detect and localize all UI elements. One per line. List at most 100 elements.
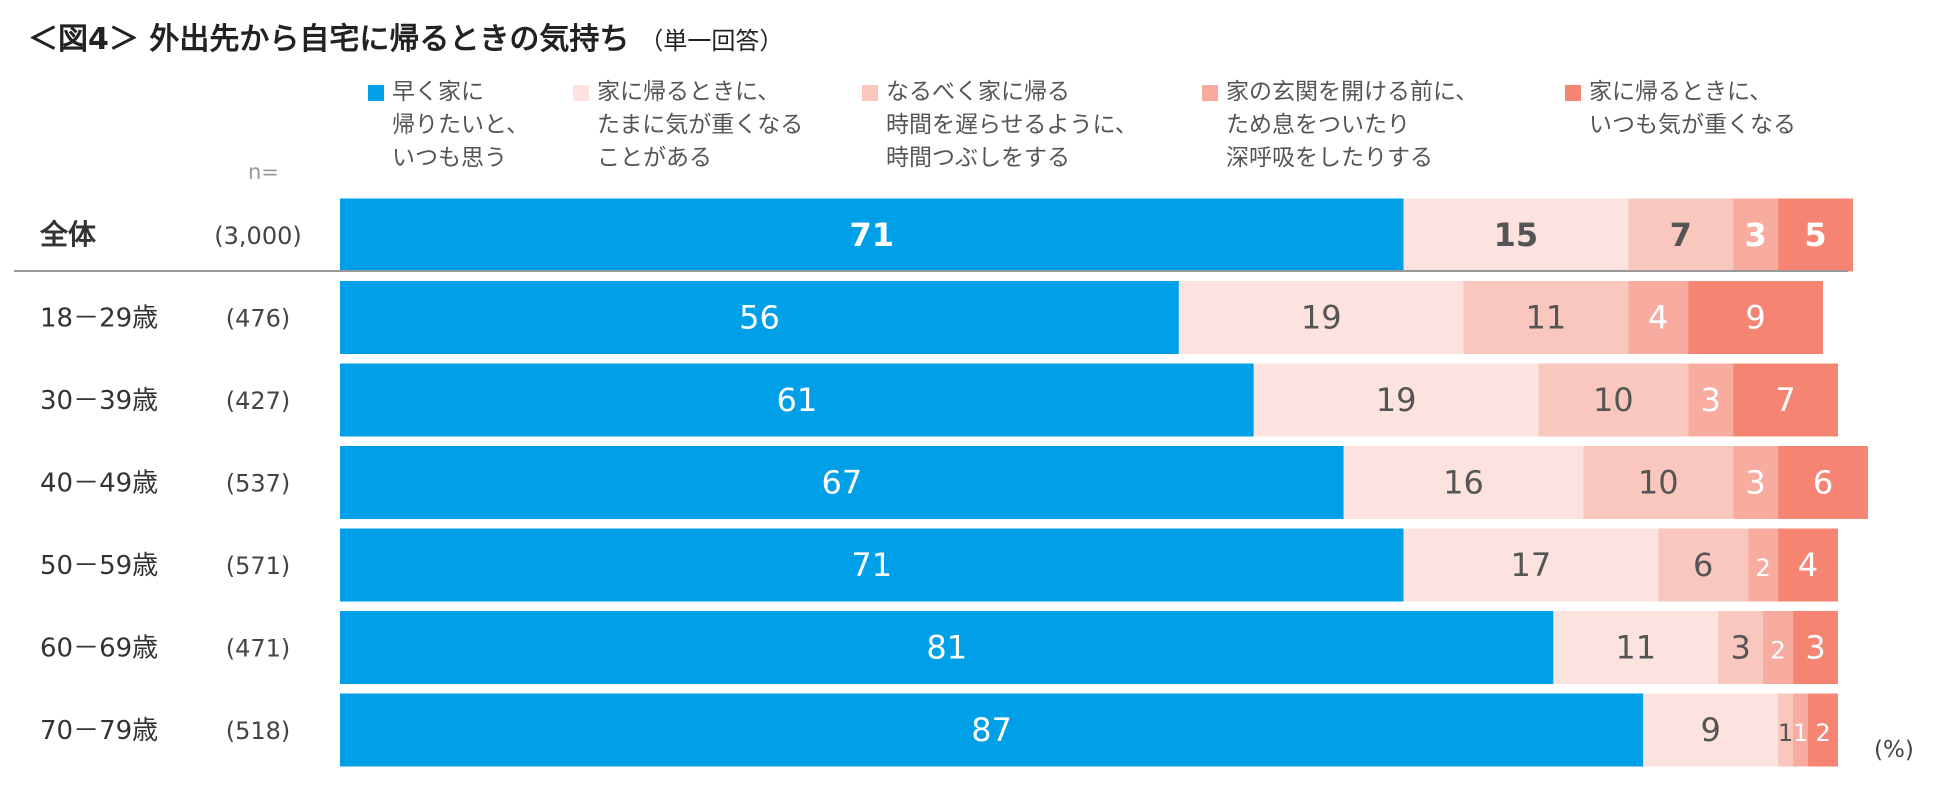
bar-value-label: 11 (1526, 299, 1567, 337)
bar-segment (1553, 611, 1719, 684)
legend-item-always-heavy: 家に帰るときに、 いつも気が重くなる (1565, 76, 1796, 142)
bar-segment (340, 281, 1179, 354)
row-category-label: 30－39歳 (40, 386, 158, 416)
row-n-label: (476) (226, 305, 291, 333)
row-category-label: 18－29歳 (40, 304, 158, 334)
bar-value-label: 7 (1775, 381, 1795, 419)
bar-segment (1688, 281, 1824, 354)
chart-title-text: ＜図4＞ 外出先から自宅に帰るときの気持ち (28, 22, 630, 57)
bar-value-label: 2 (1815, 719, 1830, 747)
bar-value-label: 71 (851, 546, 892, 584)
bar-value-label: 3 (1744, 216, 1766, 254)
bar-value-label: 87 (971, 711, 1012, 749)
row-category-label: 全体 (39, 218, 97, 251)
percent-unit-label: (%) (1874, 737, 1914, 763)
legend-swatch-sigh-at-door (1202, 85, 1218, 101)
row-n-label: (571) (226, 552, 291, 580)
row-n-label: (427) (226, 387, 291, 415)
bar-value-label: 3 (1745, 464, 1765, 502)
bar-segment (1778, 693, 1794, 767)
bar-value-label: 3 (1805, 629, 1825, 667)
bar-value-label: 67 (821, 464, 862, 502)
bar-value-label: 71 (850, 216, 895, 254)
bar-value-label: 11 (1615, 629, 1656, 667)
bar-value-label: 4 (1798, 546, 1818, 584)
legend-swatch-sometimes-heavy (573, 85, 589, 101)
bar-value-label: 5 (1804, 216, 1826, 254)
bar-value-label: 56 (739, 299, 780, 337)
bar-segment (340, 611, 1554, 684)
bar-segment (1748, 528, 1779, 602)
bar-value-label: 81 (926, 629, 967, 667)
bar-value-label: 3 (1700, 381, 1720, 419)
bar-value-label: 16 (1443, 464, 1484, 502)
bar-segment (1463, 281, 1629, 354)
bar-value-label: 9 (1745, 299, 1765, 337)
bar-segment (1808, 693, 1838, 767)
legend-swatch-delay-return (862, 85, 878, 101)
row-category-label: 70－79歳 (40, 716, 158, 746)
legend-swatch-always-want-home (368, 85, 384, 101)
bar-segment (1403, 528, 1659, 602)
bar-segment (1688, 363, 1734, 437)
bar-segment (340, 693, 1644, 767)
bar-segment (1628, 198, 1734, 272)
row-category-label: 60－69歳 (40, 634, 158, 664)
bar-segment (1778, 528, 1838, 602)
legend-label-sigh-at-door: 家の玄関を開ける前に、 ため息をついたり 深呼吸をしたりする (1226, 79, 1479, 171)
bar-value-label: 9 (1700, 711, 1720, 749)
bar-value-label: 10 (1593, 381, 1634, 419)
bar-segment (1763, 611, 1794, 684)
row-n-label: (3,000) (214, 222, 301, 250)
bar-segment (1718, 611, 1764, 684)
bar-segment (1343, 446, 1584, 519)
bar-segment (1658, 528, 1749, 602)
row-n-label: (471) (226, 635, 291, 663)
row-n-label: (518) (226, 717, 291, 745)
bar-segment (1583, 446, 1734, 519)
bar-value-label: 6 (1693, 546, 1713, 584)
bar-segment (340, 363, 1254, 437)
bar-value-label: 15 (1494, 216, 1539, 254)
bar-segment (1793, 693, 1809, 767)
legend-label-always-heavy: 家に帰るときに、 いつも気が重くなる (1589, 79, 1796, 138)
bar-segment (1628, 281, 1689, 354)
bar-value-label: 3 (1730, 629, 1750, 667)
bar-value-label: 19 (1376, 381, 1417, 419)
legend-item-sometimes-heavy: 家に帰るときに、 たまに気が重くなる ことがある (573, 76, 803, 175)
bar-segment (1403, 198, 1629, 272)
bar-value-label: 4 (1648, 299, 1668, 337)
legend-label-delay-return: なるべく家に帰る 時間を遅らせるように、 時間つぶしをする (886, 79, 1138, 171)
legend-swatch-always-heavy (1565, 85, 1581, 101)
bar-segment (1733, 363, 1838, 437)
chart-title: ＜図4＞ 外出先から自宅に帰るときの気持ち （単一回答） (28, 14, 783, 58)
bar-segment (1778, 446, 1868, 519)
bar-segment (1643, 693, 1779, 767)
row-n-label: (537) (226, 470, 291, 498)
bar-segment (1538, 363, 1689, 437)
legend-label-always-want-home: 早く家に 帰りたいと、 いつも思う (392, 79, 530, 171)
bar-segment (1793, 611, 1838, 684)
bar-segment (1778, 198, 1853, 272)
bar-value-label: 19 (1301, 299, 1342, 337)
bar-value-label: 1 (1793, 719, 1808, 747)
bar-segment (1253, 363, 1539, 437)
bar-segment (1733, 198, 1779, 272)
bar-value-label: 61 (777, 381, 818, 419)
chart-subtitle: （単一回答） (639, 27, 784, 55)
n-header: n= (248, 160, 279, 184)
legend-item-sigh-at-door: 家の玄関を開ける前に、 ため息をついたり 深呼吸をしたりする (1202, 76, 1478, 175)
bar-segment (1733, 446, 1779, 519)
row-category-label: 50－59歳 (40, 551, 158, 581)
bar-value-label: 7 (1670, 216, 1692, 254)
bar-value-label: 2 (1755, 554, 1770, 582)
row-category-label: 40－49歳 (40, 469, 158, 499)
legend-item-delay-return: なるべく家に帰る 時間を遅らせるように、 時間つぶしをする (862, 76, 1138, 175)
bar-segment (340, 446, 1344, 519)
legend-label-sometimes-heavy: 家に帰るときに、 たまに気が重くなる ことがある (597, 79, 804, 171)
legend-item-always-want-home: 早く家に 帰りたいと、 いつも思う (368, 76, 529, 175)
bar-value-label: 1 (1778, 719, 1793, 747)
bar-segment (340, 198, 1404, 272)
bar-value-label: 10 (1638, 464, 1679, 502)
